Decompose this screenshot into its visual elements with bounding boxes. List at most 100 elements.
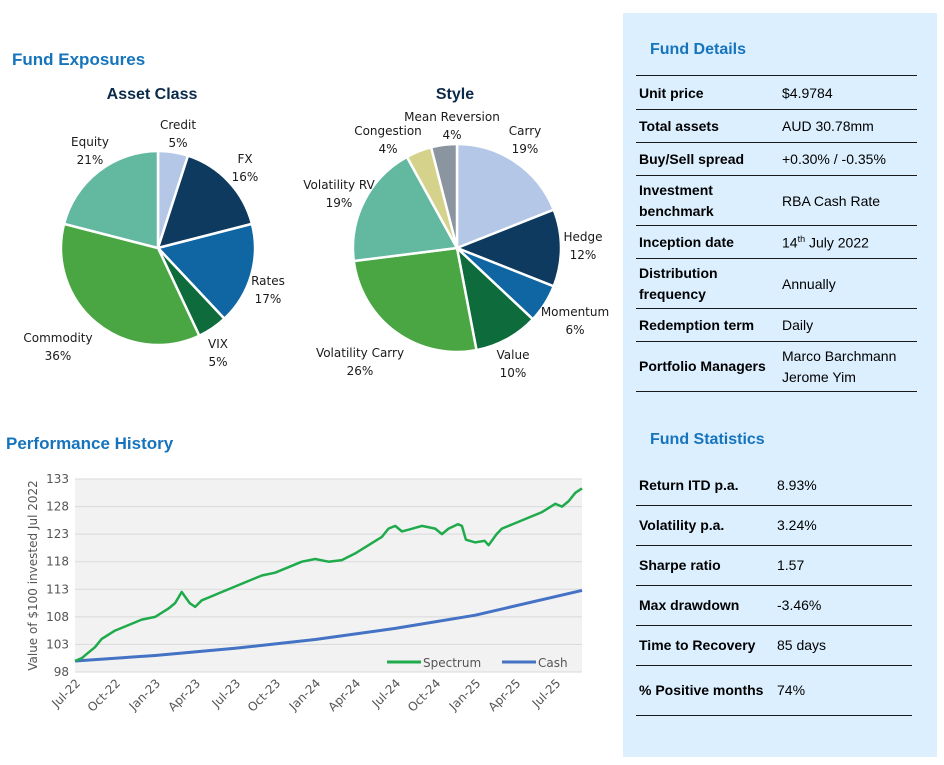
pie-slice-mean-reversion	[429, 142, 459, 249]
pie-slice-volatility-carry	[352, 246, 478, 354]
fund-details-title: Fund Details	[650, 41, 747, 58]
pie-value-vix: 5%	[208, 355, 227, 369]
table-row: Total assets AUD 30.78mm	[636, 109, 917, 143]
pie-value-equity: 21%	[77, 153, 104, 167]
fund-details-table: Unit price $4.9784 Total assets AUD 30.7…	[636, 75, 917, 392]
detail-label: Distribution frequency	[636, 258, 779, 309]
y-tick-label: 128	[46, 500, 69, 514]
performance-history-heading: Performance History	[6, 434, 174, 453]
table-row: Return ITD p.a. 8.93%	[636, 465, 912, 506]
pie-value-rates: 17%	[255, 292, 282, 306]
pie-label-commodity: Commodity	[23, 331, 92, 345]
detail-value: RBA Cash Rate	[779, 175, 917, 226]
inception-month-year: July 2022	[805, 234, 869, 251]
stat-value: 3.24%	[774, 505, 912, 546]
fund-statistics-table: Return ITD p.a. 8.93% Volatility p.a. 3.…	[636, 465, 912, 716]
x-tick-label: Apr-25	[486, 676, 524, 714]
pie-value-congestion: 4%	[378, 142, 397, 156]
pie-label-credit: Credit	[160, 118, 196, 132]
pie-label-momentum: Momentum	[541, 305, 609, 319]
y-tick-label: 103	[46, 637, 69, 651]
detail-label: Unit price	[636, 75, 779, 110]
table-row: Time to Recovery 85 days	[636, 625, 912, 666]
y-tick-label: 123	[46, 527, 69, 541]
x-tick-label: Jul-23	[209, 676, 244, 711]
manager-name: Jerome Yim	[782, 368, 856, 385]
detail-label: Redemption term	[636, 308, 779, 342]
detail-label: Total assets	[636, 109, 779, 143]
pie-value-volatility-rv: 19%	[326, 196, 353, 210]
x-tick-label: Jul-24	[369, 676, 404, 711]
asset-class-title: Asset Class	[106, 86, 198, 103]
pie-label-volatility-carry: Volatility Carry	[316, 346, 404, 360]
pie-slice-commodity	[59, 222, 201, 347]
pie-label-hedge: Hedge	[563, 230, 602, 244]
pie-label-vix: VIX	[208, 337, 228, 351]
pie-label-equity: Equity	[71, 135, 109, 149]
pie-slice-hedge	[453, 208, 563, 288]
table-row: Investment benchmark RBA Cash Rate	[636, 175, 917, 226]
detail-value: $4.9784	[779, 75, 917, 110]
stat-value: -3.46%	[774, 585, 912, 626]
detail-value: 14th July 2022	[779, 225, 917, 259]
stat-value: 1.57	[774, 545, 912, 586]
table-row: Unit price $4.9784	[636, 75, 917, 110]
table-row: Buy/Sell spread +0.30% / -0.35%	[636, 142, 917, 176]
series-line-spectrum	[74, 487, 583, 663]
pie-label-congestion: Congestion	[354, 124, 422, 138]
detail-label: Buy/Sell spread	[636, 142, 779, 176]
detail-label: Investment benchmark	[636, 175, 779, 226]
y-tick-label: 113	[46, 582, 69, 596]
table-row: Volatility p.a. 3.24%	[636, 505, 912, 546]
pie-value-carry: 19%	[512, 142, 539, 156]
stat-label: Volatility p.a.	[636, 505, 774, 546]
detail-value: AUD 30.78mm	[779, 109, 917, 143]
x-tick-label: Oct-22	[85, 676, 123, 714]
style-title: Style	[435, 86, 475, 103]
table-row: Sharpe ratio 1.57	[636, 545, 912, 586]
stat-label: Sharpe ratio	[636, 545, 774, 586]
pie-value-fx: 16%	[232, 170, 259, 184]
table-row: Inception date 14th July 2022	[636, 225, 917, 259]
detail-value: +0.30% / -0.35%	[779, 142, 917, 176]
y-tick-label: 108	[46, 610, 69, 624]
x-tick-label: Jan-23	[126, 676, 164, 714]
pie-label-carry: Carry	[509, 124, 542, 138]
pie-value-hedge: 12%	[570, 248, 597, 262]
stat-label: Time to Recovery	[636, 625, 774, 666]
pie-label-mean-reversion: Mean Reversion	[404, 110, 500, 124]
x-tick-label: Apr-24	[325, 676, 363, 714]
pie-slice-fx	[156, 154, 254, 250]
x-tick-label: Apr-23	[165, 676, 203, 714]
stat-value: 8.93%	[774, 465, 912, 506]
pie-slice-equity	[62, 149, 160, 250]
inception-day: 14	[782, 234, 798, 251]
pie-slice-carry	[455, 142, 556, 250]
pie-value-momentum: 6%	[565, 323, 584, 337]
plot-area	[75, 479, 582, 672]
pie-label-rates: Rates	[251, 274, 285, 288]
x-tick-label: Jul-25	[529, 676, 564, 711]
pie-value-value: 10%	[500, 366, 527, 380]
stat-label: % Positive months	[636, 665, 774, 716]
style-pie-chart: Carry 19% Hedge 12% Momentum 6% Value 10% Volati…	[303, 110, 609, 380]
pie-value-commodity: 36%	[45, 349, 72, 363]
manager-name: Marco Barchmann	[782, 347, 897, 364]
x-tick-label: Jul-22	[48, 676, 83, 711]
x-tick-label: Jan-25	[446, 676, 484, 714]
fund-statistics-title: Fund Statistics	[650, 431, 765, 448]
pie-value-mean-reversion: 4%	[442, 128, 461, 142]
x-tick-label: Jan-24	[286, 676, 324, 714]
fund-info-panel: Fund Details Unit price $4.9784 Total as…	[623, 13, 937, 757]
x-tick-label: Oct-23	[245, 676, 283, 714]
stat-value: 74%	[774, 665, 912, 716]
pie-slice-rates	[155, 222, 257, 321]
detail-value: Daily	[779, 308, 917, 342]
x-tick-label: Oct-24	[405, 676, 443, 714]
detail-value: Marco Barchmann Jerome Yim	[779, 341, 917, 392]
stat-label: Max drawdown	[636, 585, 774, 626]
stat-value: 85 days	[774, 625, 912, 666]
table-row: Portfolio Managers Marco Barchmann Jerom…	[636, 341, 917, 392]
stat-label: Return ITD p.a.	[636, 465, 774, 506]
